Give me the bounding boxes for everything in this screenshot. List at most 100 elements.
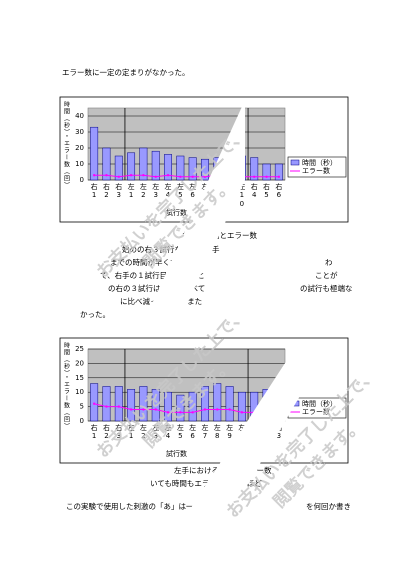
bar bbox=[164, 154, 172, 181]
x-tick-label: 左4 bbox=[164, 423, 172, 441]
bar bbox=[164, 391, 172, 422]
point bbox=[179, 175, 182, 178]
bar bbox=[127, 389, 136, 422]
bar bbox=[176, 394, 185, 422]
x-tick-label: 左6 bbox=[189, 423, 197, 441]
paragraph: かった。 bbox=[80, 310, 110, 319]
watermark-band bbox=[170, 340, 330, 540]
x-tick-label: 左9 bbox=[226, 423, 234, 441]
y-tick-label: 0 bbox=[80, 176, 84, 184]
point bbox=[265, 175, 268, 178]
x-tick-label: 右3 bbox=[115, 182, 123, 200]
bar bbox=[188, 157, 197, 181]
y-tick-label: 20 bbox=[75, 144, 84, 152]
bar bbox=[213, 383, 222, 422]
x-tick-label: 右5 bbox=[263, 182, 271, 200]
point bbox=[154, 175, 157, 178]
y-tick-label: 10 bbox=[75, 388, 84, 396]
x-axis-label: 試行数 bbox=[166, 449, 187, 458]
point bbox=[129, 408, 133, 411]
x-tick-label: 左2 bbox=[139, 423, 147, 441]
y-tick-label: 40 bbox=[75, 112, 84, 120]
x-tick-label: 左3 bbox=[152, 423, 160, 441]
x-tick-label: 左7 bbox=[201, 423, 209, 441]
x-tick-label: 右2 bbox=[102, 182, 110, 200]
paragraph: いても時間もエラー数もそれほど bbox=[150, 478, 262, 488]
bar bbox=[127, 152, 136, 181]
x-tick-label: 左1 bbox=[127, 423, 135, 441]
x-tick-label: 右1 bbox=[90, 423, 98, 441]
bar bbox=[139, 386, 148, 422]
bar bbox=[90, 126, 99, 181]
point bbox=[92, 402, 96, 405]
bar bbox=[176, 155, 185, 181]
x-tick-label: 右3 bbox=[115, 423, 123, 441]
bar bbox=[188, 391, 197, 422]
paragraph: までの時間が早くなって bbox=[110, 257, 192, 267]
y-tick-label: 15 bbox=[75, 374, 84, 382]
bar bbox=[139, 147, 148, 181]
bar bbox=[201, 158, 209, 181]
bar bbox=[237, 391, 246, 422]
legend-label: エラー数 bbox=[302, 407, 330, 416]
point bbox=[179, 411, 182, 414]
point bbox=[166, 411, 170, 414]
point bbox=[253, 175, 256, 178]
line bbox=[94, 174, 279, 178]
x-tick-label: 左6 bbox=[189, 182, 197, 200]
point bbox=[105, 405, 108, 408]
bar bbox=[274, 163, 283, 181]
point bbox=[105, 174, 108, 177]
point bbox=[240, 411, 244, 414]
x-tick-label: 右2 bbox=[102, 423, 110, 441]
x-tick-label: 左10 bbox=[238, 182, 246, 209]
bar bbox=[151, 389, 160, 422]
x-tick-label: 左8 bbox=[213, 423, 221, 441]
point bbox=[228, 408, 231, 411]
point bbox=[216, 408, 219, 411]
bar bbox=[201, 386, 209, 422]
y-axis-label: 時間（秒）・エラー数（回） bbox=[63, 100, 70, 189]
watermark-band bbox=[140, 100, 245, 330]
legend-label: 時間（秒） bbox=[302, 399, 337, 408]
paragraph: て、右手の１試行目と比べると bbox=[100, 270, 205, 280]
bar bbox=[114, 155, 123, 181]
paragraph: わ bbox=[325, 258, 333, 267]
x-tick-label: 右1 bbox=[90, 182, 98, 200]
y-tick-label: 0 bbox=[80, 417, 84, 425]
x-axis-label: 試行数 bbox=[166, 208, 187, 217]
x-tick-label: 左1 bbox=[127, 182, 135, 200]
bar bbox=[90, 383, 99, 422]
y-tick-label: 30 bbox=[75, 128, 84, 136]
bar bbox=[151, 150, 160, 181]
point bbox=[92, 174, 96, 177]
caption: おける時間とエラー数 bbox=[182, 230, 257, 240]
x-tick-label: 右4 bbox=[250, 182, 258, 200]
legend bbox=[287, 156, 347, 178]
paragraph: ことが bbox=[315, 270, 338, 280]
point bbox=[142, 174, 145, 177]
legend-label: エラー数 bbox=[302, 166, 330, 175]
point bbox=[277, 175, 281, 178]
bar bbox=[262, 163, 271, 181]
bar bbox=[102, 386, 111, 422]
legend-label: 時間（秒） bbox=[302, 158, 337, 167]
y-tick-label: 25 bbox=[75, 345, 84, 353]
point bbox=[191, 411, 194, 414]
x-tick-label: 左3 bbox=[152, 182, 160, 200]
point bbox=[129, 174, 133, 177]
line bbox=[94, 403, 279, 413]
x-tick-label: 左4 bbox=[164, 182, 172, 200]
point bbox=[117, 405, 120, 408]
y-tick-label: 5 bbox=[80, 403, 84, 411]
bar bbox=[114, 386, 123, 422]
point bbox=[203, 175, 207, 178]
point bbox=[166, 174, 170, 177]
bar bbox=[225, 386, 234, 422]
paragraph: の試行も極端な bbox=[300, 283, 353, 293]
paragraph: を何回か書き bbox=[306, 501, 351, 511]
point bbox=[117, 175, 120, 178]
x-tick-label: 左2 bbox=[139, 182, 147, 200]
